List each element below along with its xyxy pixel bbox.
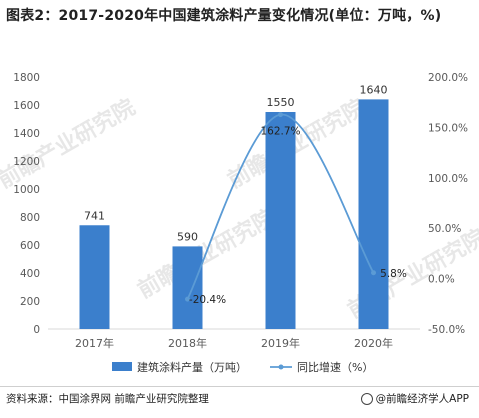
growth-point	[185, 296, 190, 302]
bar-value-label: 741	[84, 209, 105, 222]
x-tick-label: 2020年	[354, 336, 393, 350]
brand-credit: @前瞻经济学人APP	[360, 391, 469, 406]
watermark-text: 前瞻产业研究院	[223, 94, 369, 194]
growth-value-label: -20.4%	[189, 294, 226, 306]
x-tick-label: 2017年	[75, 336, 114, 350]
y-right-tick-label: 0.0%	[428, 274, 455, 286]
bar-value-label: 1550	[267, 96, 295, 109]
x-tick-label: 2019年	[261, 336, 300, 350]
bar	[265, 112, 296, 329]
growth-value-label: 162.7%	[260, 126, 300, 138]
y-left-tick-label: 600	[20, 240, 40, 252]
bar	[172, 246, 203, 329]
y-left-tick-label: 800	[20, 212, 40, 224]
bar	[79, 225, 110, 329]
source-note: 资料来源：中国涂界网 前瞻产业研究院整理	[6, 393, 209, 405]
y-right-tick-label: 50.0%	[428, 223, 461, 235]
legend-bar-label: 建筑涂料产量（万吨）	[137, 360, 247, 374]
y-left-tick-label: 0	[33, 324, 40, 336]
growth-point	[371, 270, 376, 276]
brand-label: @前瞻经济学人APP	[375, 393, 469, 405]
y-right-tick-label: 150.0%	[428, 122, 468, 134]
y-left-tick-label: 1000	[13, 184, 40, 196]
legend-line-marker	[278, 364, 284, 370]
y-left-tick-label: 400	[20, 268, 40, 280]
brand-logo-icon	[360, 392, 373, 405]
legend-bar-swatch	[112, 362, 132, 371]
bar	[358, 99, 389, 330]
x-tick-label: 2018年	[168, 336, 207, 350]
y-left-tick-label: 1600	[13, 100, 40, 112]
bar-value-label: 590	[177, 230, 198, 243]
chart-title: 图表2：2017-2020年中国建筑涂料产量变化情况(单位：万吨，%)	[6, 8, 442, 24]
y-right-tick-label: 200.0%	[428, 72, 468, 84]
growth-value-label: 5.8%	[380, 268, 407, 280]
footer-divider	[0, 386, 479, 387]
y-right-tick-label: 100.0%	[428, 173, 468, 185]
y-left-tick-label: 1200	[13, 156, 40, 168]
legend-line-label: 同比增速（%）	[297, 360, 373, 374]
bar-value-label: 1640	[360, 83, 388, 96]
y-left-tick-label: 1400	[13, 128, 40, 140]
y-left-tick-label: 200	[20, 296, 40, 308]
y-right-tick-label: -50.0%	[428, 324, 465, 336]
growth-point	[278, 112, 283, 118]
y-left-tick-label: 1800	[13, 72, 40, 84]
